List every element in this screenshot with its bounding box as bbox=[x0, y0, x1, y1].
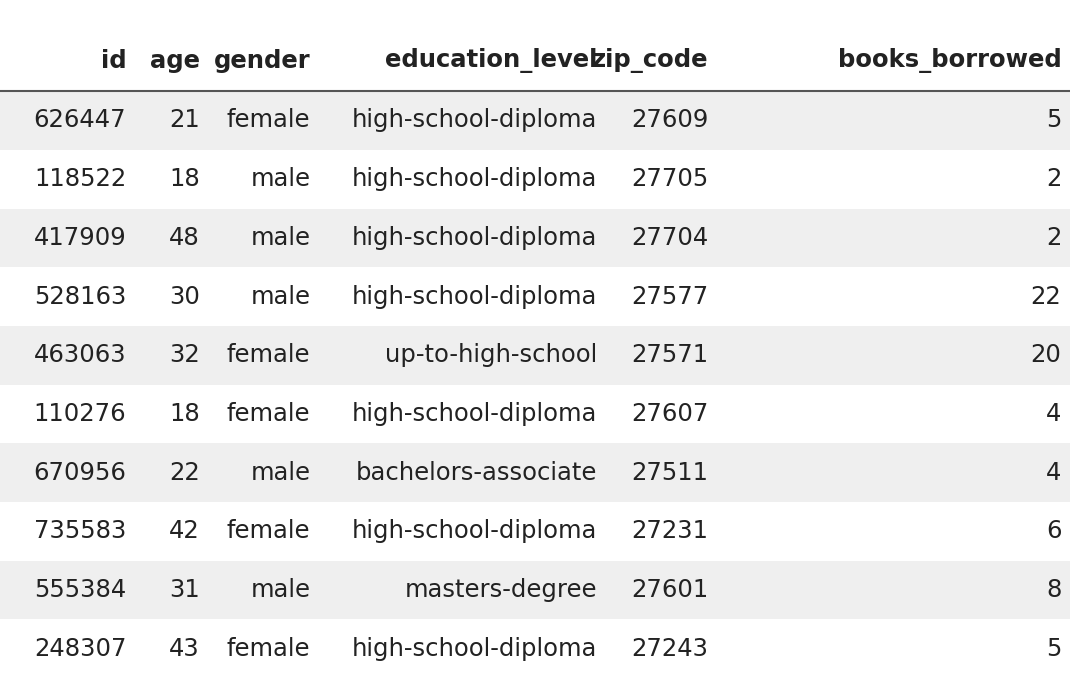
Bar bbox=[0, 91, 1070, 150]
Text: bachelors-associate: bachelors-associate bbox=[355, 461, 597, 485]
Text: 4: 4 bbox=[1046, 461, 1061, 485]
Text: 21: 21 bbox=[169, 108, 200, 132]
Text: 463063: 463063 bbox=[33, 343, 126, 367]
Text: gender: gender bbox=[214, 49, 310, 73]
Text: high-school-diploma: high-school-diploma bbox=[352, 167, 597, 191]
Text: high-school-diploma: high-school-diploma bbox=[352, 402, 597, 426]
Bar bbox=[0, 31, 1070, 91]
Text: up-to-high-school: up-to-high-school bbox=[385, 343, 597, 367]
Text: 6: 6 bbox=[1046, 519, 1061, 543]
Text: 27601: 27601 bbox=[631, 578, 708, 602]
Text: male: male bbox=[250, 167, 310, 191]
Text: age: age bbox=[150, 49, 200, 73]
Text: 626447: 626447 bbox=[33, 108, 126, 132]
Text: 2: 2 bbox=[1046, 167, 1061, 191]
Text: 5: 5 bbox=[1046, 637, 1061, 661]
Text: 27577: 27577 bbox=[631, 284, 708, 308]
Bar bbox=[0, 150, 1070, 208]
Text: 2: 2 bbox=[1046, 226, 1061, 250]
Text: 5: 5 bbox=[1046, 108, 1061, 132]
Text: male: male bbox=[250, 578, 310, 602]
Text: high-school-diploma: high-school-diploma bbox=[352, 108, 597, 132]
Text: high-school-diploma: high-school-diploma bbox=[352, 637, 597, 661]
Text: female: female bbox=[227, 108, 310, 132]
Text: female: female bbox=[227, 637, 310, 661]
Text: 4: 4 bbox=[1046, 402, 1061, 426]
Text: male: male bbox=[250, 461, 310, 485]
Text: 248307: 248307 bbox=[34, 637, 126, 661]
Text: 22: 22 bbox=[169, 461, 200, 485]
Text: 27704: 27704 bbox=[631, 226, 708, 250]
Text: 27243: 27243 bbox=[631, 637, 708, 661]
Text: id: id bbox=[101, 49, 126, 73]
Text: 30: 30 bbox=[169, 284, 200, 308]
Text: 20: 20 bbox=[1030, 343, 1061, 367]
Text: female: female bbox=[227, 343, 310, 367]
Bar bbox=[0, 208, 1070, 267]
Bar bbox=[0, 619, 1070, 678]
Text: female: female bbox=[227, 519, 310, 543]
Bar bbox=[0, 561, 1070, 619]
Text: high-school-diploma: high-school-diploma bbox=[352, 519, 597, 543]
Text: 18: 18 bbox=[169, 167, 200, 191]
Bar bbox=[0, 385, 1070, 443]
Bar bbox=[0, 502, 1070, 561]
Text: 27511: 27511 bbox=[631, 461, 708, 485]
Text: 528163: 528163 bbox=[34, 284, 126, 308]
Text: high-school-diploma: high-school-diploma bbox=[352, 284, 597, 308]
Text: 27705: 27705 bbox=[631, 167, 708, 191]
Text: 417909: 417909 bbox=[33, 226, 126, 250]
Text: zip_code: zip_code bbox=[592, 49, 708, 73]
Text: 32: 32 bbox=[169, 343, 200, 367]
Bar bbox=[0, 267, 1070, 326]
Text: 27571: 27571 bbox=[631, 343, 708, 367]
Text: education_level: education_level bbox=[385, 49, 597, 73]
Text: 110276: 110276 bbox=[33, 402, 126, 426]
Text: female: female bbox=[227, 402, 310, 426]
Text: male: male bbox=[250, 284, 310, 308]
Text: male: male bbox=[250, 226, 310, 250]
Text: 670956: 670956 bbox=[33, 461, 126, 485]
Text: books_borrowed: books_borrowed bbox=[838, 49, 1061, 73]
Text: 8: 8 bbox=[1046, 578, 1061, 602]
Text: 27607: 27607 bbox=[631, 402, 708, 426]
Bar bbox=[0, 443, 1070, 502]
Text: 555384: 555384 bbox=[34, 578, 126, 602]
Text: 48: 48 bbox=[169, 226, 200, 250]
Text: 18: 18 bbox=[169, 402, 200, 426]
Text: 27231: 27231 bbox=[631, 519, 708, 543]
Text: 735583: 735583 bbox=[34, 519, 126, 543]
Text: 43: 43 bbox=[169, 637, 200, 661]
Text: 42: 42 bbox=[169, 519, 200, 543]
Text: 31: 31 bbox=[169, 578, 200, 602]
Text: 27609: 27609 bbox=[631, 108, 708, 132]
Text: 22: 22 bbox=[1030, 284, 1061, 308]
Text: 118522: 118522 bbox=[34, 167, 126, 191]
Text: high-school-diploma: high-school-diploma bbox=[352, 226, 597, 250]
Text: masters-degree: masters-degree bbox=[404, 578, 597, 602]
Bar bbox=[0, 326, 1070, 385]
